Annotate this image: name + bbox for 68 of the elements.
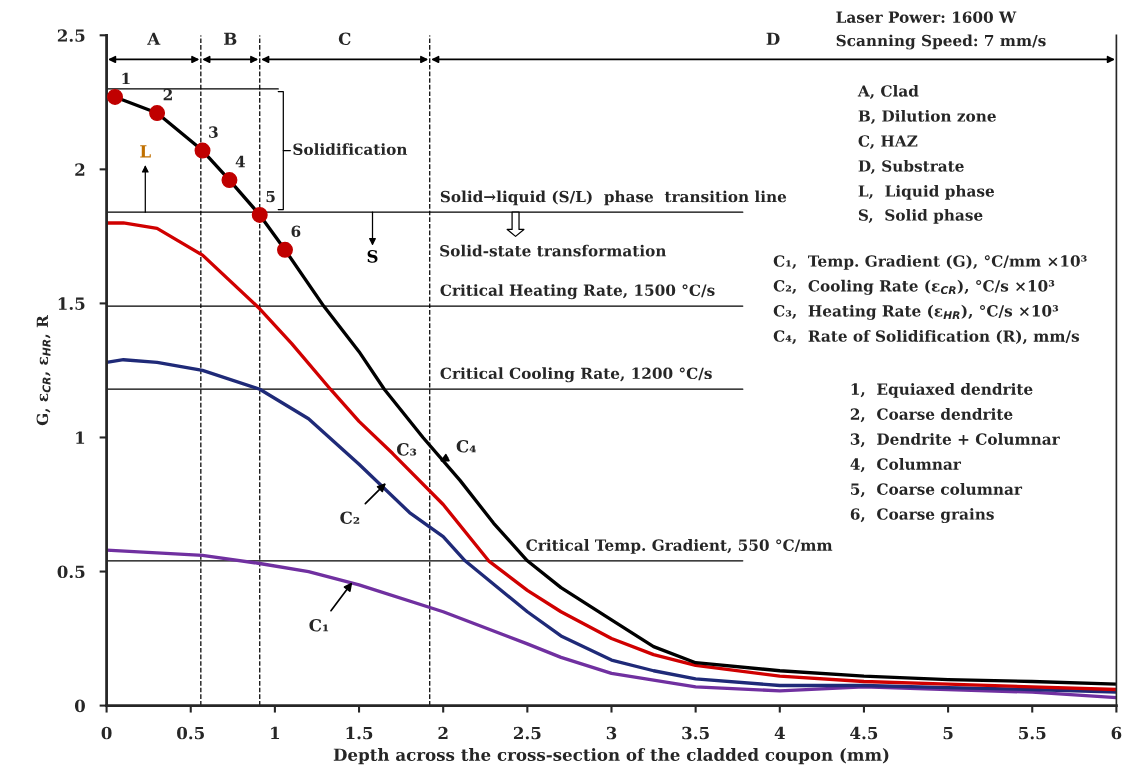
annotation: C₄, Rate of Solidification (R), mm/s [773, 330, 1080, 345]
annotation: C₃ [396, 443, 417, 456]
annotation: 6, Coarse grains [850, 508, 994, 524]
annotation: 1 [122, 72, 130, 85]
annotation: 1, Equiaxed dendrite [851, 383, 1033, 398]
annotation: Scanning Speed: 7 mm/s [836, 34, 1046, 50]
x-tick-label: 4 [774, 726, 785, 740]
annotation: 3, Dendrite + Columnar [850, 433, 1060, 448]
point [107, 88, 123, 105]
x-tick-label: 5.5 [1019, 726, 1046, 740]
annotation: L [140, 145, 151, 158]
annotation: C₄ [456, 439, 476, 453]
y-tick-label: 1.5 [58, 297, 85, 310]
annotation: A [147, 32, 161, 45]
annotation: D [766, 32, 780, 45]
annotation: Solidification [293, 143, 408, 156]
annotation: Solid-state transformation [440, 244, 667, 257]
annotation: 2 [163, 88, 172, 101]
y-tick-label: 2.5 [57, 29, 85, 42]
annotation: S, Solid phase [858, 208, 983, 224]
y-tick-label: 2 [75, 163, 85, 176]
point [251, 206, 268, 223]
x-tick-label: 3 [606, 726, 617, 740]
x-axis-title: Depth across the cross-section of the cladded coupon (mm) [333, 748, 889, 765]
x-tick-label: 2 [438, 726, 448, 740]
annotation: C₁ [309, 618, 329, 632]
point [149, 105, 166, 122]
annotation: D, Substrate [858, 159, 964, 175]
annotation: B [224, 32, 237, 45]
x-tick-label: 5 [943, 726, 953, 740]
x-tick-label: 6 [1111, 726, 1122, 740]
x-tick-label: 1 [271, 726, 280, 740]
annotation: C [338, 32, 351, 46]
x-tick-label: 4.5 [850, 726, 878, 740]
annotation: C₁, Temp. Gradient (G), °C/mm ×10³ [773, 255, 1087, 270]
annotation: S [367, 250, 378, 263]
x-tick-label: 0 [101, 726, 112, 740]
ref-line-label: Solid→liquid (S/L) phase transition line [440, 190, 787, 206]
y-tick-label: 1 [76, 431, 85, 444]
x-tick-label: 3.5 [682, 726, 709, 740]
y-tick-label: 0 [74, 699, 85, 713]
point [194, 142, 211, 159]
annotation: C₂ [340, 511, 360, 524]
y-tick-label: 0.5 [57, 565, 85, 579]
x-tick-label: 2.5 [513, 726, 541, 740]
line-series [106, 358, 1117, 694]
annotation: 4 [235, 155, 246, 168]
annotation: 2, Coarse dendrite [850, 408, 1013, 423]
annotation: C, HAZ [858, 135, 918, 150]
annotation: C₃, Heating Rate (ε$_{HR}$), °C/s ×10³ [773, 304, 1059, 320]
x-tick-label: 0.5 [177, 726, 204, 740]
ref-line-label: Critical Cooling Rate, 1200 °C/s [440, 367, 712, 383]
x-tick-label: 1.5 [346, 726, 373, 740]
ref-line-label: Critical Temp. Gradient, 550 °C/mm [526, 539, 833, 554]
annotation: B, Dilution zone [858, 109, 996, 125]
point [221, 172, 238, 189]
point [277, 241, 293, 258]
annotation: 3 [209, 126, 218, 138]
annotation: 4, Columnar [850, 458, 962, 473]
y-axis-title: G, ε$_{CR}$, ε$_{HR}$, R [36, 315, 51, 426]
ref-line-label: Critical Heating Rate, 1500 °C/s [440, 284, 715, 300]
annotation: 5 [266, 190, 275, 203]
annotation: 5, Coarse columnar [851, 483, 1023, 498]
annotation: A, Clad [857, 84, 919, 100]
annotation: C₂, Cooling Rate (ε$_{CR}$), °C/s ×10³ [773, 279, 1055, 295]
annotation: L, Liquid phase [858, 184, 995, 200]
annotation: 6 [291, 225, 301, 238]
text: Laser Power: 1600 W [836, 11, 1017, 23]
